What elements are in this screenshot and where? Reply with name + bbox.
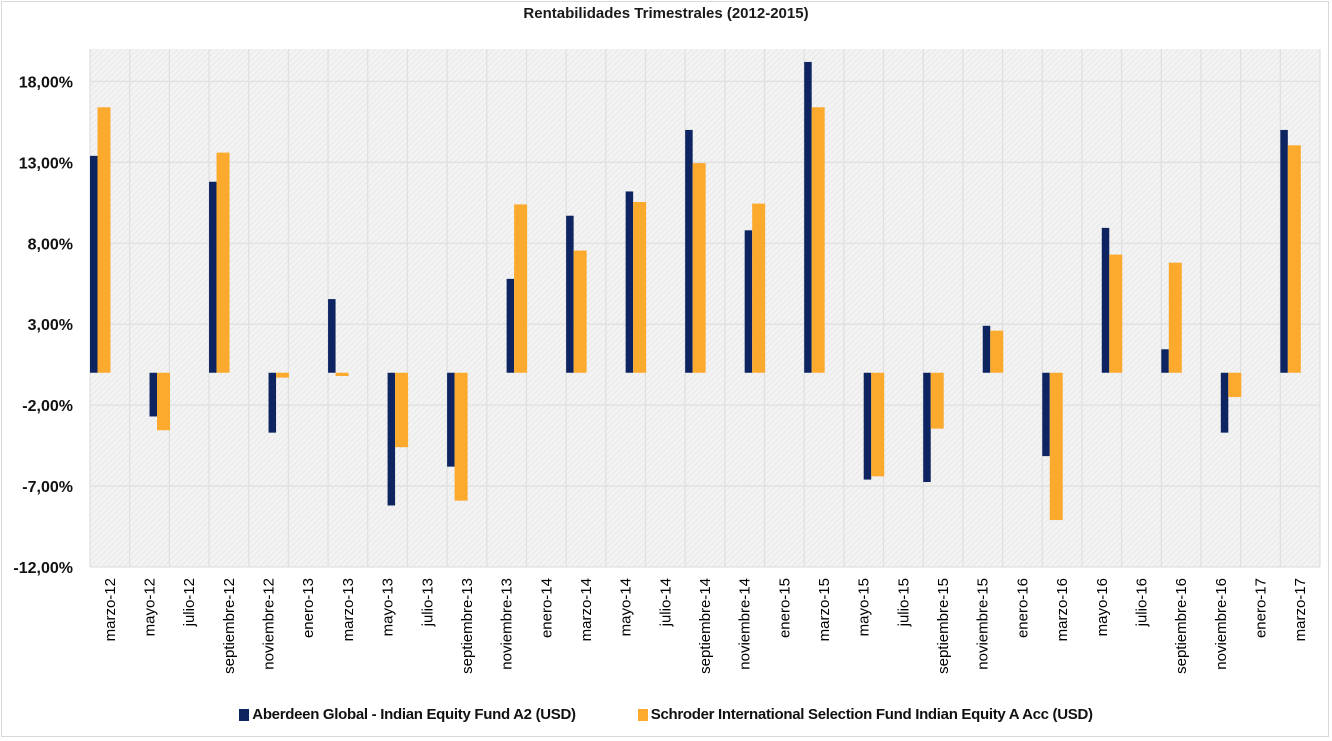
bar-aberdeen[interactable] [209, 181, 217, 373]
bar-aberdeen[interactable] [625, 191, 634, 373]
x-tick-label: marzo-17 [1292, 578, 1309, 641]
x-tick-label: julio-13 [419, 578, 436, 627]
legend-label-schroder: Schroder International Selection Fund In… [650, 706, 1093, 723]
x-tick-label: mayo-13 [380, 578, 397, 636]
legend-label-aberdeen: Aberdeen Global - Indian Equity Fund A2 … [252, 706, 576, 723]
legend-swatch-aberdeen [239, 708, 250, 721]
bar-schroder[interactable] [454, 372, 468, 501]
x-tick-label: julio-15 [895, 578, 912, 627]
x-tick-label: enero-16 [1014, 578, 1031, 638]
x-tick-label: septiembre-13 [459, 578, 476, 674]
bar-aberdeen[interactable] [1042, 372, 1050, 457]
bar-schroder[interactable] [692, 163, 706, 373]
bars [90, 61, 1301, 521]
bar-schroder[interactable] [811, 107, 825, 373]
x-tick-label: noviembre-12 [261, 578, 278, 670]
bar-aberdeen[interactable] [1280, 129, 1288, 373]
bar-schroder[interactable] [990, 330, 1004, 373]
legend-item-aberdeen[interactable]: Aberdeen Global - Indian Equity Fund A2 … [239, 706, 576, 723]
bar-schroder[interactable] [930, 372, 944, 429]
x-tick-label: marzo-15 [816, 578, 833, 641]
bar-aberdeen[interactable] [387, 372, 396, 506]
bar-schroder[interactable] [335, 372, 349, 376]
x-tick-label: julio-14 [657, 578, 674, 627]
bar-schroder[interactable] [752, 203, 766, 373]
x-tick-label: mayo-15 [856, 578, 873, 636]
x-tick-label: marzo-12 [102, 578, 119, 641]
bar-schroder[interactable] [157, 372, 171, 431]
y-tick-label: 3,00% [28, 317, 73, 334]
bar-aberdeen[interactable] [268, 372, 277, 433]
bar-aberdeen[interactable] [1220, 372, 1229, 433]
x-tick-label: mayo-14 [618, 578, 635, 636]
bar-aberdeen[interactable] [149, 372, 158, 417]
x-tick-label: marzo-16 [1054, 578, 1071, 641]
x-tick-label: enero-15 [776, 578, 793, 638]
x-tick-label: marzo-14 [578, 578, 595, 641]
y-axis-tick-labels: 18,00% 13,00% 8,00% 3,00% -2,00% -7,00% -12,00… [13, 74, 73, 577]
bar-aberdeen[interactable] [506, 278, 515, 373]
bar-schroder[interactable] [1109, 254, 1123, 373]
bar-schroder[interactable] [871, 372, 885, 477]
bar-schroder[interactable] [1168, 262, 1182, 373]
x-tick-label: septiembre-16 [1173, 578, 1190, 674]
bar-schroder[interactable] [514, 204, 528, 373]
x-tick-label: julio-16 [1133, 578, 1150, 627]
x-tick-label: septiembre-14 [697, 578, 714, 674]
x-tick-label: noviembre-15 [975, 578, 992, 670]
bar-schroder[interactable] [97, 107, 111, 373]
x-tick-label: mayo-12 [142, 578, 159, 636]
x-tick-label: enero-17 [1252, 578, 1269, 638]
bar-aberdeen[interactable] [90, 155, 98, 373]
bar-schroder[interactable] [276, 372, 290, 378]
chart-title: Rentabilidades Trimestrales (2012-2015) [523, 5, 809, 22]
x-tick-label: septiembre-12 [221, 578, 238, 674]
x-tick-label: marzo-13 [340, 578, 357, 641]
y-tick-label: -12,00% [13, 560, 73, 577]
x-tick-label: enero-14 [538, 578, 555, 638]
bar-aberdeen[interactable] [1161, 349, 1169, 373]
x-tick-label: noviembre-16 [1213, 578, 1230, 670]
bar-aberdeen[interactable] [804, 61, 812, 373]
x-tick-label: septiembre-15 [935, 578, 952, 674]
bar-aberdeen[interactable] [744, 230, 753, 373]
bar-aberdeen[interactable] [1101, 227, 1110, 373]
bar-aberdeen[interactable] [447, 372, 455, 467]
bar-schroder[interactable] [1228, 372, 1242, 398]
y-tick-label: 18,00% [19, 74, 73, 91]
bar-aberdeen[interactable] [685, 129, 693, 373]
x-tick-label: noviembre-13 [499, 578, 516, 670]
y-tick-label: -2,00% [22, 398, 73, 415]
bar-aberdeen[interactable] [923, 372, 931, 483]
bar-aberdeen[interactable] [982, 325, 991, 373]
bar-aberdeen[interactable] [566, 215, 574, 373]
bar-schroder[interactable] [1287, 145, 1301, 373]
y-tick-label: 8,00% [28, 236, 73, 253]
x-tick-label: enero-13 [300, 578, 317, 638]
bar-aberdeen[interactable] [328, 299, 336, 373]
bar-schroder[interactable] [573, 250, 587, 373]
legend-item-schroder[interactable]: Schroder International Selection Fund In… [637, 706, 1093, 723]
bar-aberdeen[interactable] [863, 372, 872, 480]
bar-schroder[interactable] [1049, 372, 1063, 521]
legend: Aberdeen Global - Indian Equity Fund A2 … [0, 706, 1332, 723]
bar-schroder[interactable] [633, 201, 647, 373]
legend-swatch-schroder [637, 708, 648, 721]
x-axis-tick-labels: marzo-12 mayo-12 julio-12 septiembre-12 novi… [102, 578, 1309, 674]
x-tick-label: noviembre-14 [737, 578, 754, 670]
bar-schroder[interactable] [395, 372, 409, 448]
y-tick-label: 13,00% [19, 155, 73, 172]
x-tick-label: mayo-16 [1094, 578, 1111, 636]
x-tick-label: julio-12 [181, 578, 198, 627]
bar-schroder[interactable] [216, 152, 230, 373]
y-tick-label: -7,00% [22, 479, 73, 496]
